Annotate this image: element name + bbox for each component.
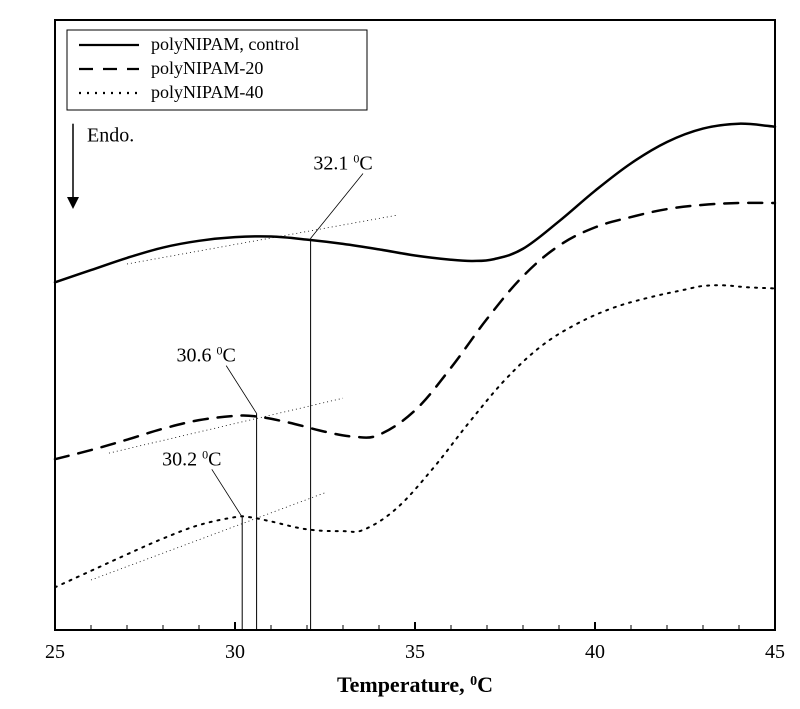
- x-tick-label: 35: [405, 641, 425, 663]
- x-tick-label: 30: [225, 641, 245, 663]
- leader-a321: [311, 173, 363, 238]
- x-tick-label: 45: [765, 641, 785, 663]
- series-p20: [55, 203, 775, 459]
- tangent-a306: [109, 398, 343, 453]
- annot-a321: 32.1 0C: [313, 151, 372, 174]
- chart-svg: 25 30 35 40 45 Temperature, 0C 32.1 0C 30.6 0C 3…: [0, 0, 800, 709]
- series-control: [55, 124, 775, 283]
- tangent-a321: [127, 215, 397, 264]
- leader-a306: [226, 366, 256, 414]
- dsc-chart: 25 30 35 40 45 Temperature, 0C 32.1 0C 30.6 0C 3…: [0, 0, 800, 709]
- x-tick-label: 40: [585, 641, 605, 663]
- annot-a306: 30.6 0C: [177, 344, 236, 367]
- tangent-a302: [91, 493, 325, 580]
- legend-label-p20: polyNIPAM-20: [151, 58, 263, 78]
- x-tick-label: 25: [45, 641, 65, 663]
- endo-label: Endo.: [87, 125, 134, 147]
- legend-label-p40: polyNIPAM-40: [151, 82, 263, 102]
- x-axis-label: Temperature, 0C: [337, 672, 493, 697]
- legend-label-control: polyNIPAM, control: [151, 34, 299, 54]
- series-p40: [55, 285, 775, 587]
- annot-a302: 30.2 0C: [162, 447, 221, 470]
- leader-a302: [212, 469, 242, 517]
